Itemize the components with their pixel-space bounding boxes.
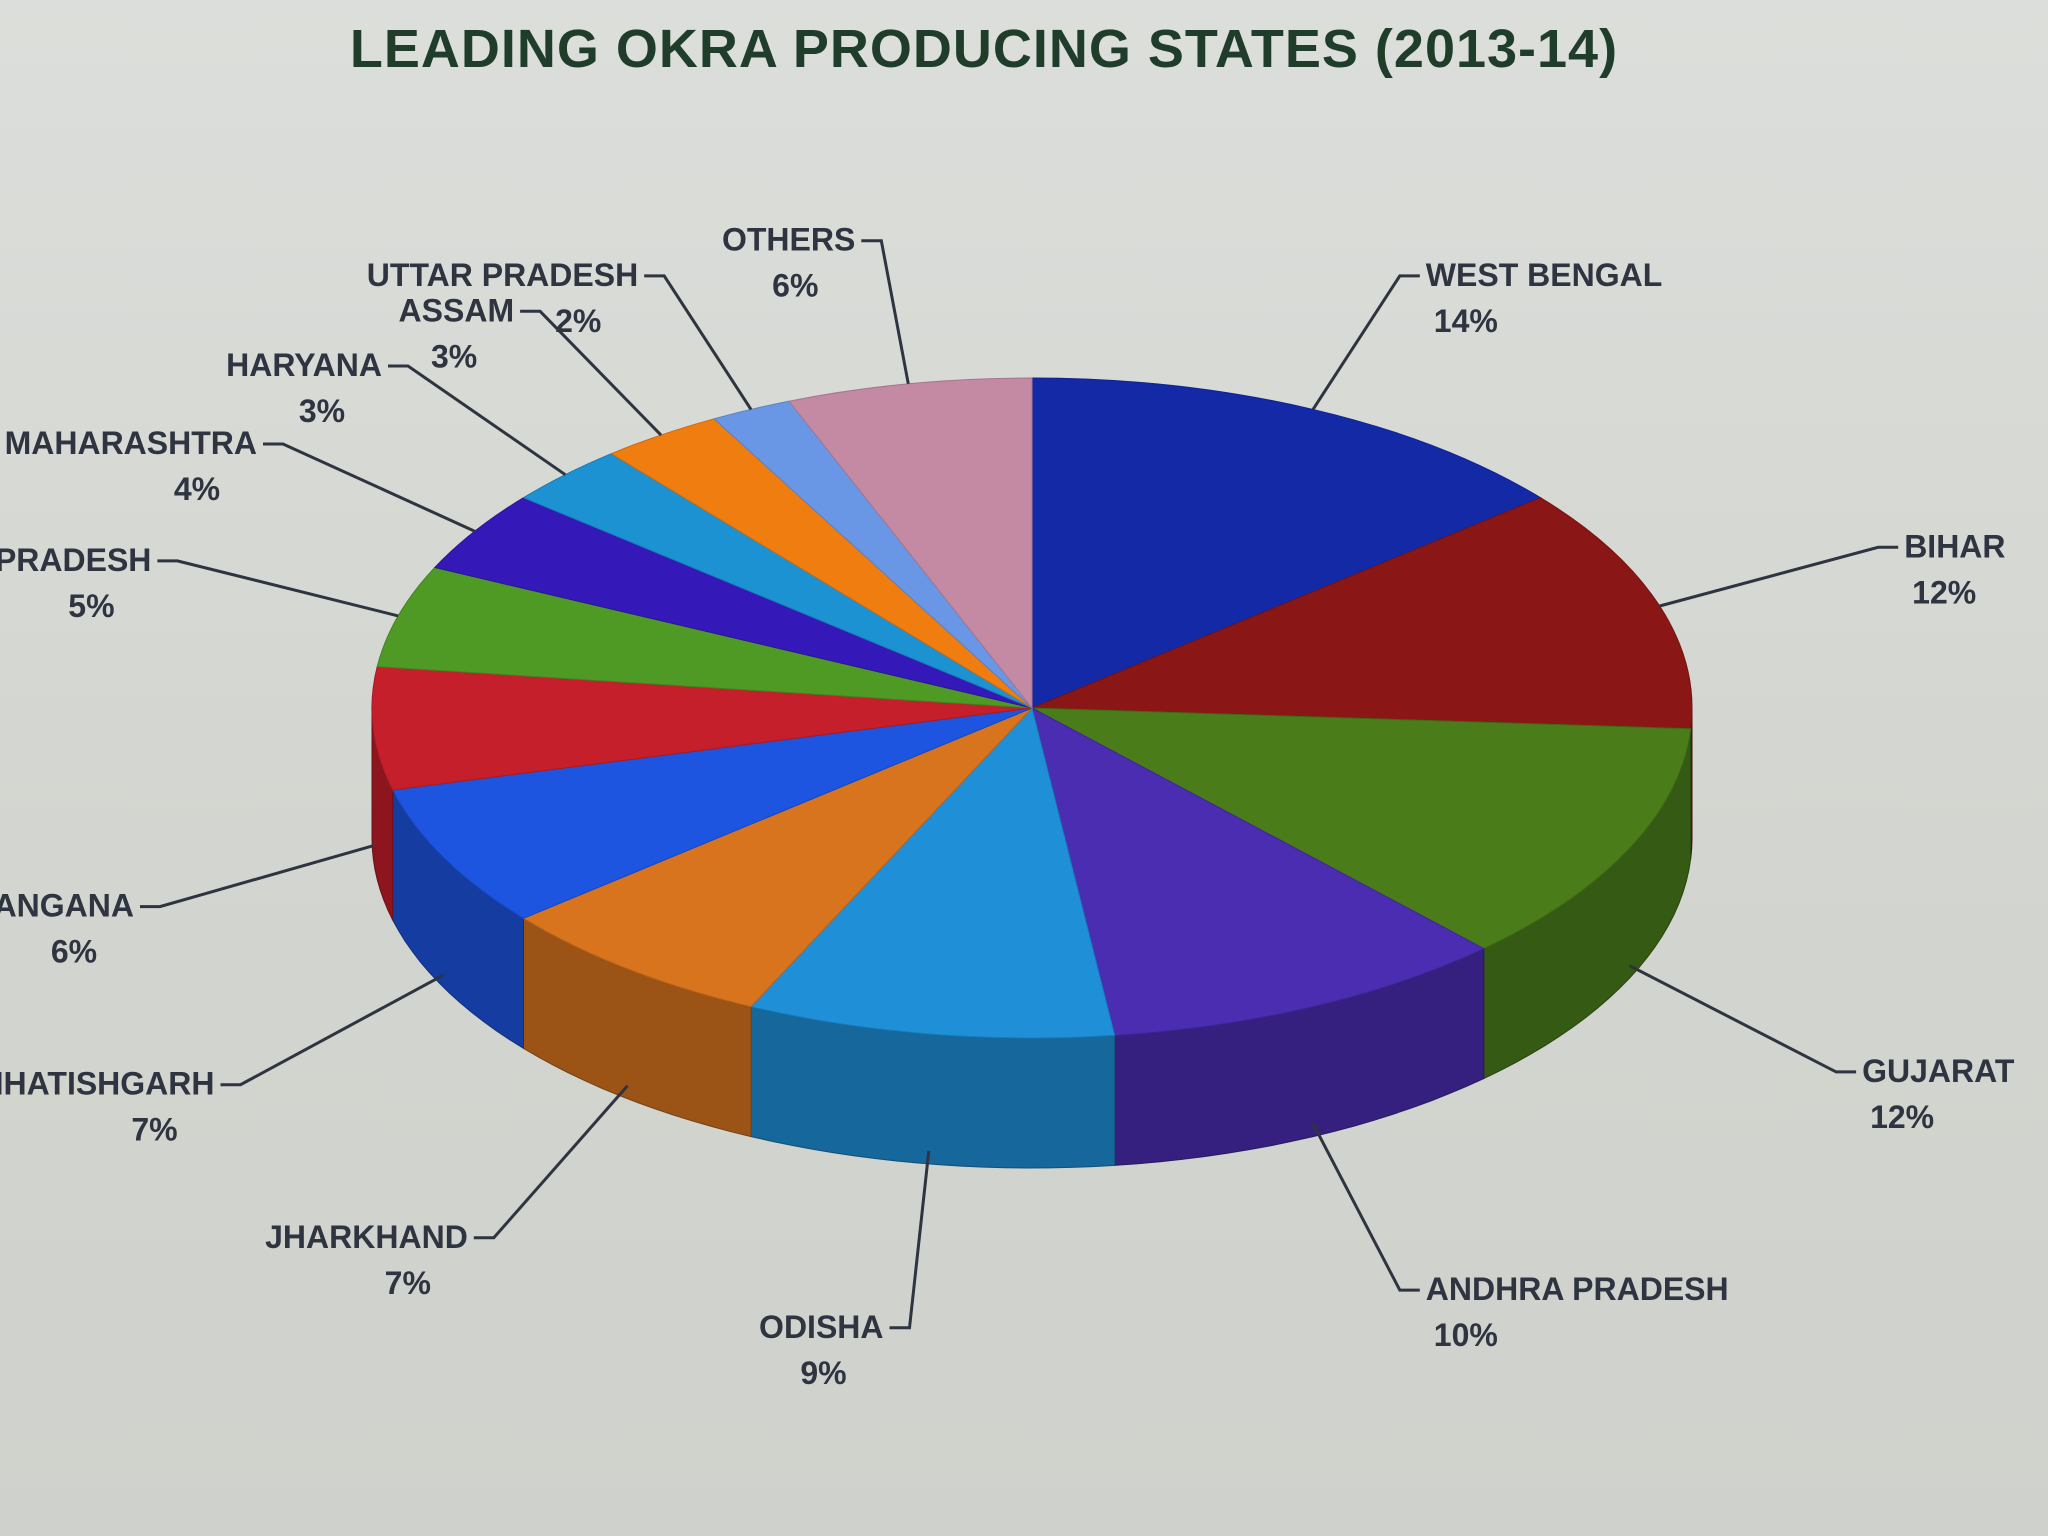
leader-line-odisha	[889, 1150, 931, 1330]
leader-line-uttar-pradesh	[644, 274, 753, 411]
label-others: OTHERS	[722, 222, 855, 258]
leader-line-bihar	[1659, 545, 1899, 608]
pie-slice-odisha	[750, 706, 1116, 1039]
label-value-others: 6%	[772, 268, 818, 304]
label-value-assam: 3%	[431, 338, 477, 374]
label-value-andhra-pradesh: 10%	[1434, 1317, 1498, 1353]
leader-line-west-bengal	[1311, 274, 1420, 411]
leader-line-gujarat	[1628, 964, 1857, 1074]
label-jharkhand: JHARKHAND	[265, 1219, 468, 1255]
label-madhya-pradesh: MADHYA PRADESH	[0, 542, 151, 578]
leader-line-assam	[520, 309, 663, 437]
label-value-uttar-pradesh: 2%	[555, 303, 601, 339]
label-west-bengal: WEST BENGAL	[1426, 257, 1662, 293]
pie-slice-west-bengal	[1031, 377, 1542, 709]
leader-line-telangana	[140, 844, 374, 909]
label-value-madhya-pradesh: 5%	[68, 588, 114, 624]
leader-line-andhra-pradesh	[1311, 1122, 1420, 1292]
leader-line-chhatishgarh	[220, 973, 445, 1087]
pie-slice-gujarat	[1031, 707, 1692, 950]
label-value-telangana: 6%	[51, 934, 97, 970]
label-odisha: ODISHA	[759, 1309, 883, 1345]
label-value-jharkhand: 7%	[385, 1265, 431, 1301]
label-value-west-bengal: 14%	[1434, 303, 1498, 339]
label-uttar-pradesh: UTTAR PRADESH	[367, 257, 638, 293]
pie-slice-jharkhand	[522, 707, 1033, 1008]
leader-line-maharashtra	[263, 442, 476, 533]
label-haryana: HARYANA	[226, 347, 382, 383]
label-value-gujarat: 12%	[1870, 1099, 1934, 1135]
pie-slice-madhya-pradesh	[376, 566, 1033, 709]
label-maharashtra: MAHARASHTRA	[5, 425, 257, 461]
label-chhatishgarh: CHHATISHGARH	[0, 1066, 215, 1102]
label-value-odisha: 9%	[800, 1355, 846, 1391]
pie-slice-others	[788, 377, 1033, 710]
chart-title: LEADING OKRA PRODUCING STATES (2013-14)	[349, 19, 1619, 79]
label-value-bihar: 12%	[1912, 574, 1976, 610]
pie-slice-bihar	[1031, 497, 1693, 730]
label-value-maharashtra: 4%	[174, 471, 220, 507]
label-value-chhatishgarh: 7%	[131, 1112, 177, 1148]
label-value-haryana: 3%	[299, 393, 345, 429]
leader-line-madhya-pradesh	[157, 559, 399, 618]
label-bihar: BIHAR	[1904, 528, 2005, 564]
label-assam: ASSAM	[399, 292, 515, 328]
label-gujarat: GUJARAT	[1862, 1053, 2015, 1089]
pie-slice-telangana	[371, 666, 1033, 791]
leader-line-haryana	[388, 364, 567, 476]
leader-line-jharkhand	[473, 1084, 629, 1240]
leader-line-others	[861, 239, 910, 385]
pie-slice-chhatishgarh	[391, 707, 1033, 919]
pie-slice-andhra-pradesh	[1031, 707, 1485, 1036]
label-telangana: TELANGANA	[0, 888, 134, 924]
label-andhra-pradesh: ANDHRA PRADESH	[1426, 1271, 1729, 1307]
